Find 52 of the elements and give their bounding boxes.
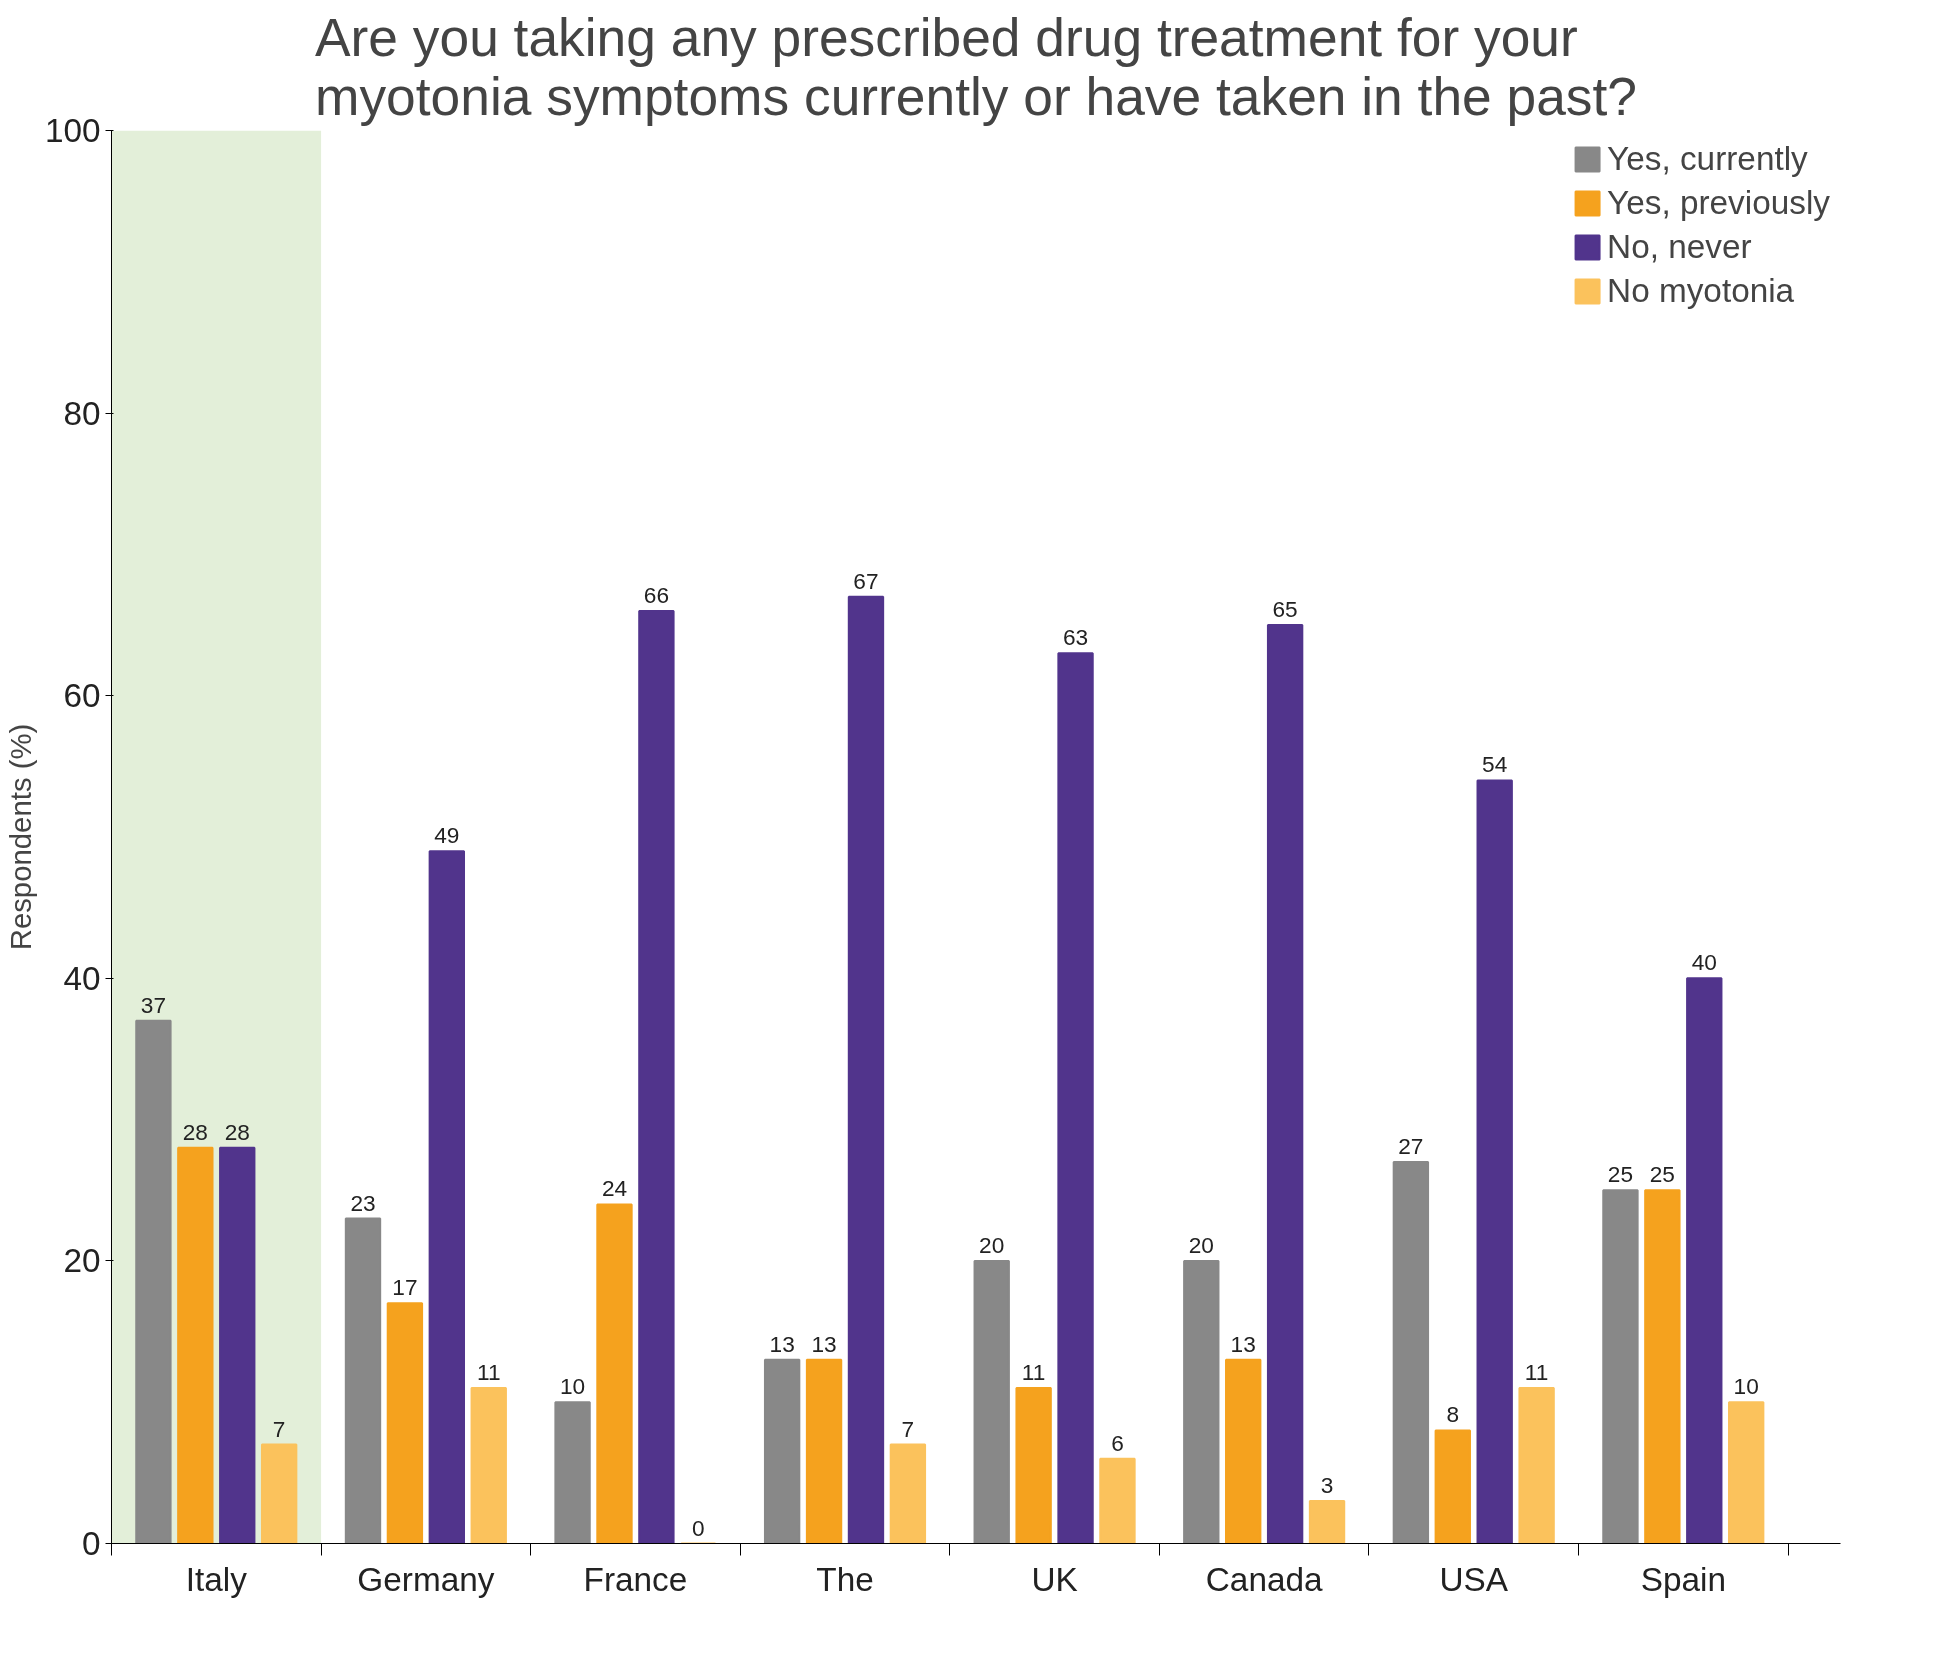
data-label: 11	[1021, 1359, 1046, 1386]
y-tick-label: 20	[63, 1242, 101, 1280]
data-label: 7	[272, 1415, 286, 1442]
data-label: 17	[392, 1274, 418, 1301]
data-label: 27	[1398, 1132, 1424, 1159]
x-tick-label: Italy	[185, 1560, 248, 1598]
data-label: 28	[224, 1118, 250, 1145]
data-label: 25	[1607, 1161, 1634, 1188]
x-tick-label: Spain	[1640, 1560, 1726, 1598]
legend-label: Yes, previously	[1607, 184, 1830, 222]
y-tick-label: 60	[63, 677, 101, 715]
x-tick-label: USA	[1439, 1560, 1509, 1598]
data-label: 67	[853, 567, 879, 594]
data-label: 6	[1111, 1429, 1124, 1456]
x-tick-label: France	[583, 1560, 688, 1598]
data-label: 49	[434, 822, 460, 849]
data-label: 37	[140, 991, 167, 1018]
x-tick-label: Germany	[357, 1560, 495, 1598]
legend-label: No, never	[1607, 228, 1752, 266]
data-label: 65	[1272, 596, 1298, 623]
y-axis-title: Respondents (%)	[3, 723, 37, 951]
data-label: 66	[643, 581, 669, 608]
data-label: 11	[476, 1359, 501, 1386]
x-tick-label: The	[816, 1560, 874, 1598]
x-tick-label: UK	[1031, 1560, 1078, 1598]
data-label: 10	[1733, 1373, 1759, 1400]
data-label: 3	[1320, 1472, 1334, 1499]
data-label: 10	[559, 1373, 586, 1400]
data-label: 11	[1524, 1359, 1549, 1386]
x-tick-label: Canada	[1205, 1560, 1323, 1598]
data-label: 24	[601, 1175, 628, 1202]
data-label: 13	[769, 1330, 795, 1357]
data-label: 13	[811, 1330, 837, 1357]
y-tick-label: 100	[44, 112, 101, 149]
y-tick-label: 80	[63, 394, 101, 432]
legend-label: Yes, currently	[1607, 140, 1808, 178]
data-label: 54	[1482, 751, 1508, 778]
chart-title: Are you taking any prescribed drug treatment for your myotonia symptoms currently or have taken in the past?	[315, 7, 1637, 126]
data-label: 40	[1691, 949, 1717, 976]
y-tick-label: 0	[81, 1525, 101, 1562]
data-label: 13	[1230, 1330, 1256, 1357]
data-label: 20	[979, 1231, 1005, 1258]
data-label: 0	[692, 1514, 705, 1541]
data-label: 20	[1188, 1231, 1214, 1258]
y-tick-label: 40	[63, 959, 101, 997]
data-label: 7	[901, 1415, 915, 1442]
data-label: 8	[1446, 1401, 1460, 1428]
legend-label: No myotonia	[1607, 272, 1795, 310]
data-label: 28	[182, 1118, 208, 1145]
data-label: 25	[1649, 1161, 1675, 1188]
data-label: 63	[1062, 624, 1089, 651]
data-label: 23	[350, 1189, 376, 1216]
